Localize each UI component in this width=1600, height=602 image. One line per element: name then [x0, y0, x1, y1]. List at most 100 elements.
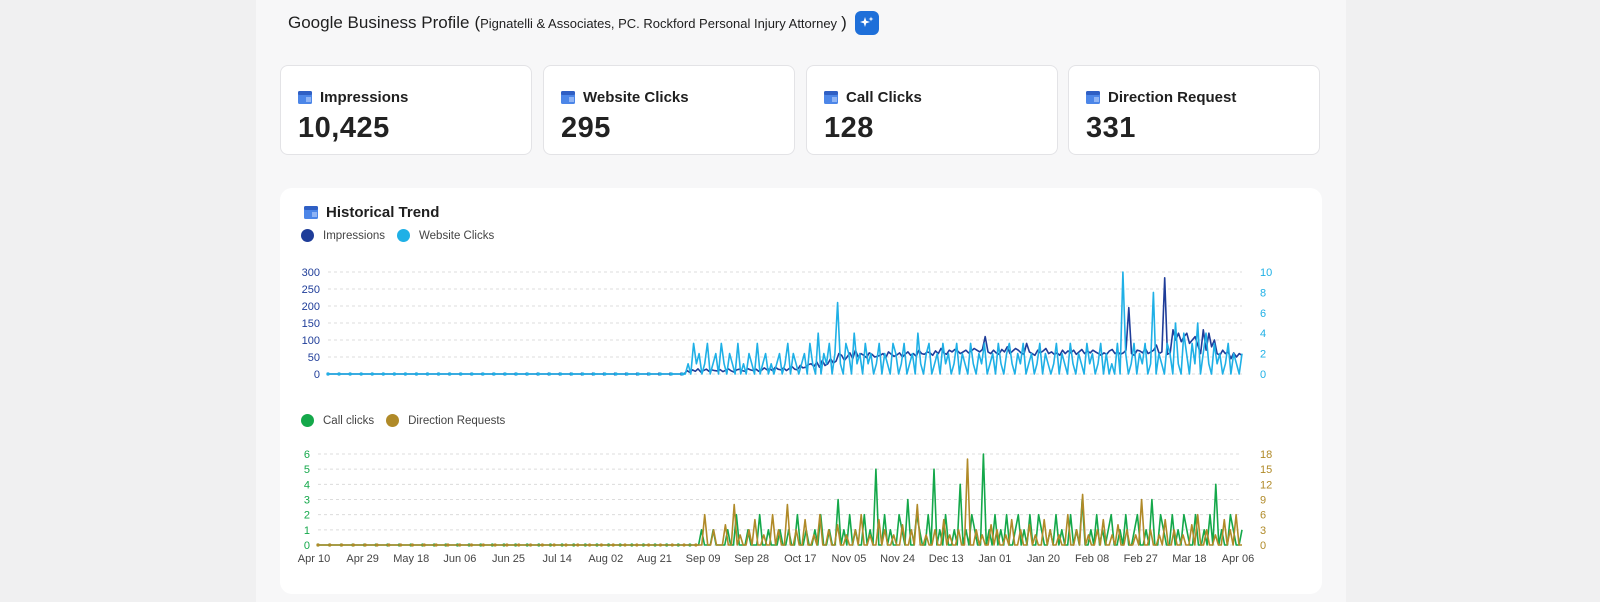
x-tick-label: Sep 09 — [686, 553, 721, 565]
data-point — [326, 372, 330, 376]
data-point — [680, 372, 685, 376]
x-tick-label: Feb 27 — [1124, 553, 1158, 565]
data-point — [587, 543, 592, 547]
legend-item-impressions[interactable]: Impressions — [301, 229, 385, 242]
data-point — [375, 543, 379, 547]
data-point — [564, 543, 568, 547]
x-tick-label: Apr 10 — [298, 553, 330, 565]
legend-top: Impressions Website Clicks — [301, 229, 506, 242]
y-left-tick-label: 6 — [304, 449, 310, 461]
data-point — [658, 372, 662, 376]
trend-title: Historical Trend — [326, 204, 440, 221]
data-point — [426, 372, 430, 376]
y-left-tick-label: 250 — [302, 284, 320, 296]
data-point — [481, 372, 485, 376]
website-clicks-card: Website Clicks 295 — [543, 65, 795, 155]
data-point — [576, 543, 580, 547]
legend-dot — [301, 229, 314, 242]
data-point — [603, 372, 607, 376]
data-point — [669, 372, 674, 376]
data-point — [658, 543, 663, 547]
legend-label: Direction Requests — [408, 414, 506, 427]
data-point — [458, 543, 462, 547]
legend-label: Website Clicks — [419, 229, 495, 242]
data-point — [599, 543, 603, 547]
data-point — [540, 543, 544, 547]
y-right-tick-label: 8 — [1260, 287, 1266, 299]
y-left-tick-label: 0 — [304, 540, 310, 552]
page-header: Google Business Profile ( Pignatelli & A… — [288, 10, 879, 36]
data-point — [469, 543, 474, 547]
data-point — [503, 372, 507, 376]
data-point — [647, 372, 651, 376]
page-title: Google Business Profile — [288, 13, 470, 32]
y-left-tick-label: 1 — [304, 525, 310, 537]
data-point — [528, 543, 533, 547]
card-label: Direction Request — [1108, 89, 1237, 106]
y-right-tick-label: 4 — [1260, 328, 1266, 340]
business-profile-icon — [1086, 91, 1100, 104]
data-point — [328, 543, 332, 547]
data-point — [459, 372, 463, 376]
x-tick-label: Apr 29 — [346, 553, 378, 565]
x-tick-label: Jun 06 — [443, 553, 476, 565]
legend-bottom: Call clicks Direction Requests — [301, 414, 517, 427]
sparkle-icon — [859, 16, 874, 27]
y-left-tick-label: 100 — [302, 335, 320, 347]
x-tick-label: Jan 01 — [978, 553, 1011, 565]
data-point — [370, 372, 374, 376]
y-right-tick-label: 9 — [1260, 495, 1266, 507]
data-point — [611, 543, 615, 547]
y-left-tick-label: 3 — [304, 495, 310, 507]
y-left-tick-label: 4 — [304, 479, 310, 491]
card-label: Call Clicks — [846, 89, 922, 106]
x-tick-label: Nov 24 — [880, 553, 915, 565]
data-point — [481, 543, 485, 547]
business-profile-icon — [561, 91, 575, 104]
page-subtitle: Pignatelli & Associates, PC. Rockford Pe… — [480, 15, 838, 31]
y-left-tick-label: 150 — [302, 318, 320, 330]
data-point — [694, 543, 698, 547]
data-point — [316, 543, 320, 547]
legend-dot — [397, 229, 410, 242]
y-right-tick-label: 15 — [1260, 464, 1272, 476]
x-tick-label: Nov 05 — [832, 553, 867, 565]
legend-item-direction-requests[interactable]: Direction Requests — [386, 414, 505, 427]
business-profile-icon — [298, 91, 312, 104]
legend-item-call-clicks[interactable]: Call clicks — [301, 414, 374, 427]
ai-insights-button[interactable] — [854, 11, 879, 35]
legend-item-website-clicks[interactable]: Website Clicks — [397, 229, 494, 242]
data-point — [363, 543, 367, 547]
x-tick-label: Oct 17 — [784, 553, 816, 565]
legend-dot — [301, 414, 314, 427]
business-profile-icon — [304, 206, 318, 219]
x-tick-label: Jan 20 — [1027, 553, 1060, 565]
card-value: 331 — [1086, 112, 1136, 144]
data-point — [470, 372, 474, 376]
data-point — [636, 372, 640, 376]
x-tick-label: Feb 08 — [1075, 553, 1109, 565]
data-point — [448, 372, 452, 376]
x-tick-label: Jul 14 — [542, 553, 571, 565]
y-left-tick-label: 50 — [308, 352, 320, 364]
y-left-tick-label: 5 — [304, 464, 310, 476]
x-tick-label: Sep 28 — [734, 553, 769, 565]
data-point — [337, 372, 341, 376]
y-right-tick-label: 10 — [1260, 267, 1272, 279]
card-value: 295 — [561, 112, 611, 144]
legend-dot — [386, 414, 400, 427]
data-point — [552, 543, 556, 547]
direction-request-card: Direction Request 331 — [1068, 65, 1320, 155]
data-point — [359, 372, 363, 376]
impressions-card: Impressions 10,425 — [280, 65, 532, 155]
data-point — [381, 372, 385, 376]
data-point — [340, 543, 344, 547]
x-tick-label: Aug 21 — [637, 553, 672, 565]
data-point — [422, 543, 426, 547]
data-point — [623, 543, 627, 547]
y-left-tick-label: 0 — [314, 369, 320, 381]
card-label: Impressions — [320, 89, 409, 106]
data-point — [635, 543, 639, 547]
data-point — [410, 543, 415, 547]
x-tick-label: Dec 13 — [929, 553, 964, 565]
